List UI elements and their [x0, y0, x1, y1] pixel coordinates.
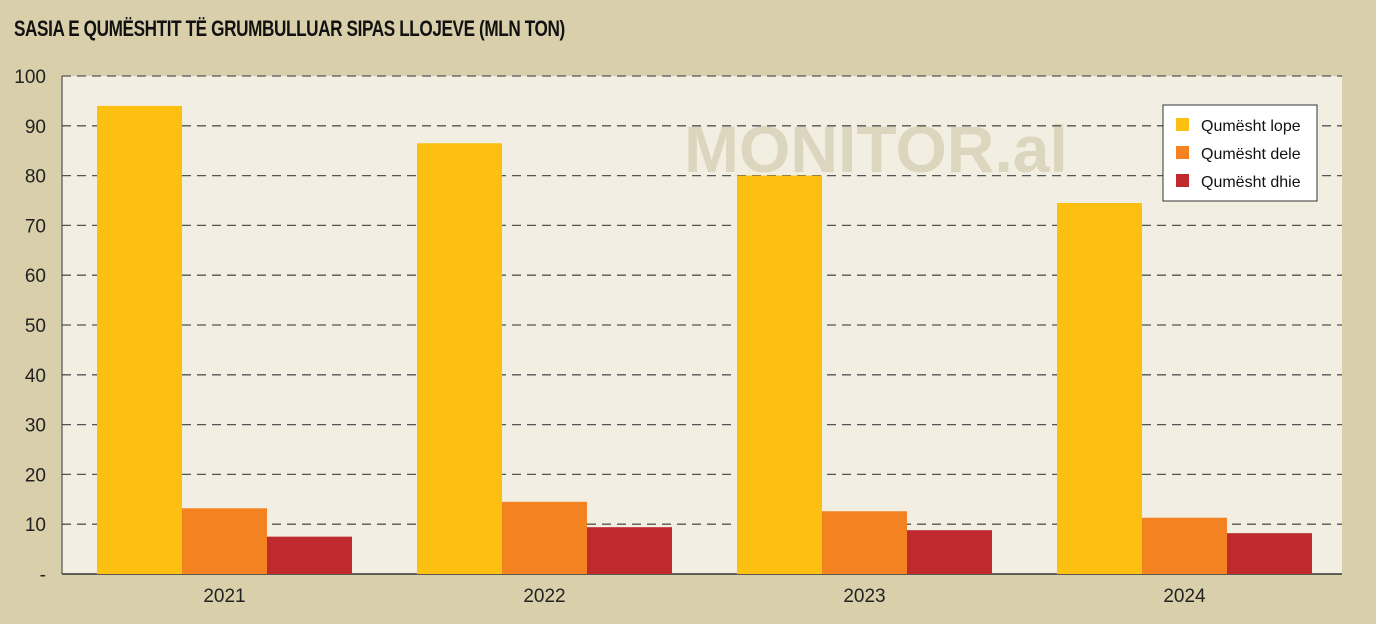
legend-label: Qumësht dhie	[1201, 174, 1301, 191]
bar-2024-2	[1227, 533, 1312, 574]
legend-swatch	[1176, 118, 1189, 131]
y-tick-label: 40	[25, 366, 46, 387]
x-tick-label: 2021	[203, 586, 245, 607]
y-tick-label: 50	[25, 316, 46, 337]
y-tick-label: 30	[25, 416, 46, 437]
legend: Qumësht lope Qumësht dele Qumësht dhie	[1162, 104, 1318, 202]
bar-2021-2	[267, 536, 352, 574]
x-tick-label: 2023	[843, 586, 885, 607]
x-tick-label: 2022	[523, 586, 565, 607]
x-axis-labels: 2021 2022 2023 2024	[203, 586, 1206, 607]
bar-2022-2	[587, 527, 672, 574]
bar-2024-0	[1057, 202, 1142, 575]
y-tick-label: 20	[25, 465, 46, 486]
bar-2022-0	[417, 143, 502, 575]
bar-2023-2	[907, 530, 992, 574]
bar-2023-0	[737, 175, 822, 574]
bar-2021-1	[182, 508, 267, 574]
chart-title: SASIA E QUMËSHTIT TË GRUMBULLUAR SIPAS L…	[14, 16, 565, 41]
y-tick-label: -	[40, 565, 46, 586]
y-tick-label: 70	[25, 216, 46, 237]
y-tick-label: 100	[14, 67, 46, 88]
watermark: MONITOR.al	[684, 112, 1068, 186]
bar-2024-1	[1142, 517, 1227, 574]
bar-2023-1	[822, 511, 907, 574]
y-tick-label: 10	[25, 515, 46, 536]
y-axis-ticks: - 10 20 30 40 50 60 70 80 90 100	[14, 67, 46, 586]
y-tick-label: 90	[25, 117, 46, 138]
bar-2022-1	[502, 501, 587, 574]
legend-swatch	[1176, 146, 1189, 159]
legend-swatch	[1176, 174, 1189, 187]
y-tick-label: 80	[25, 167, 46, 188]
bar-2021-0	[97, 105, 182, 574]
legend-label: Qumësht lope	[1201, 118, 1301, 135]
bars	[97, 105, 1312, 575]
x-tick-label: 2024	[1163, 586, 1206, 607]
legend-label: Qumësht dele	[1201, 146, 1301, 163]
y-tick-label: 60	[25, 266, 46, 287]
